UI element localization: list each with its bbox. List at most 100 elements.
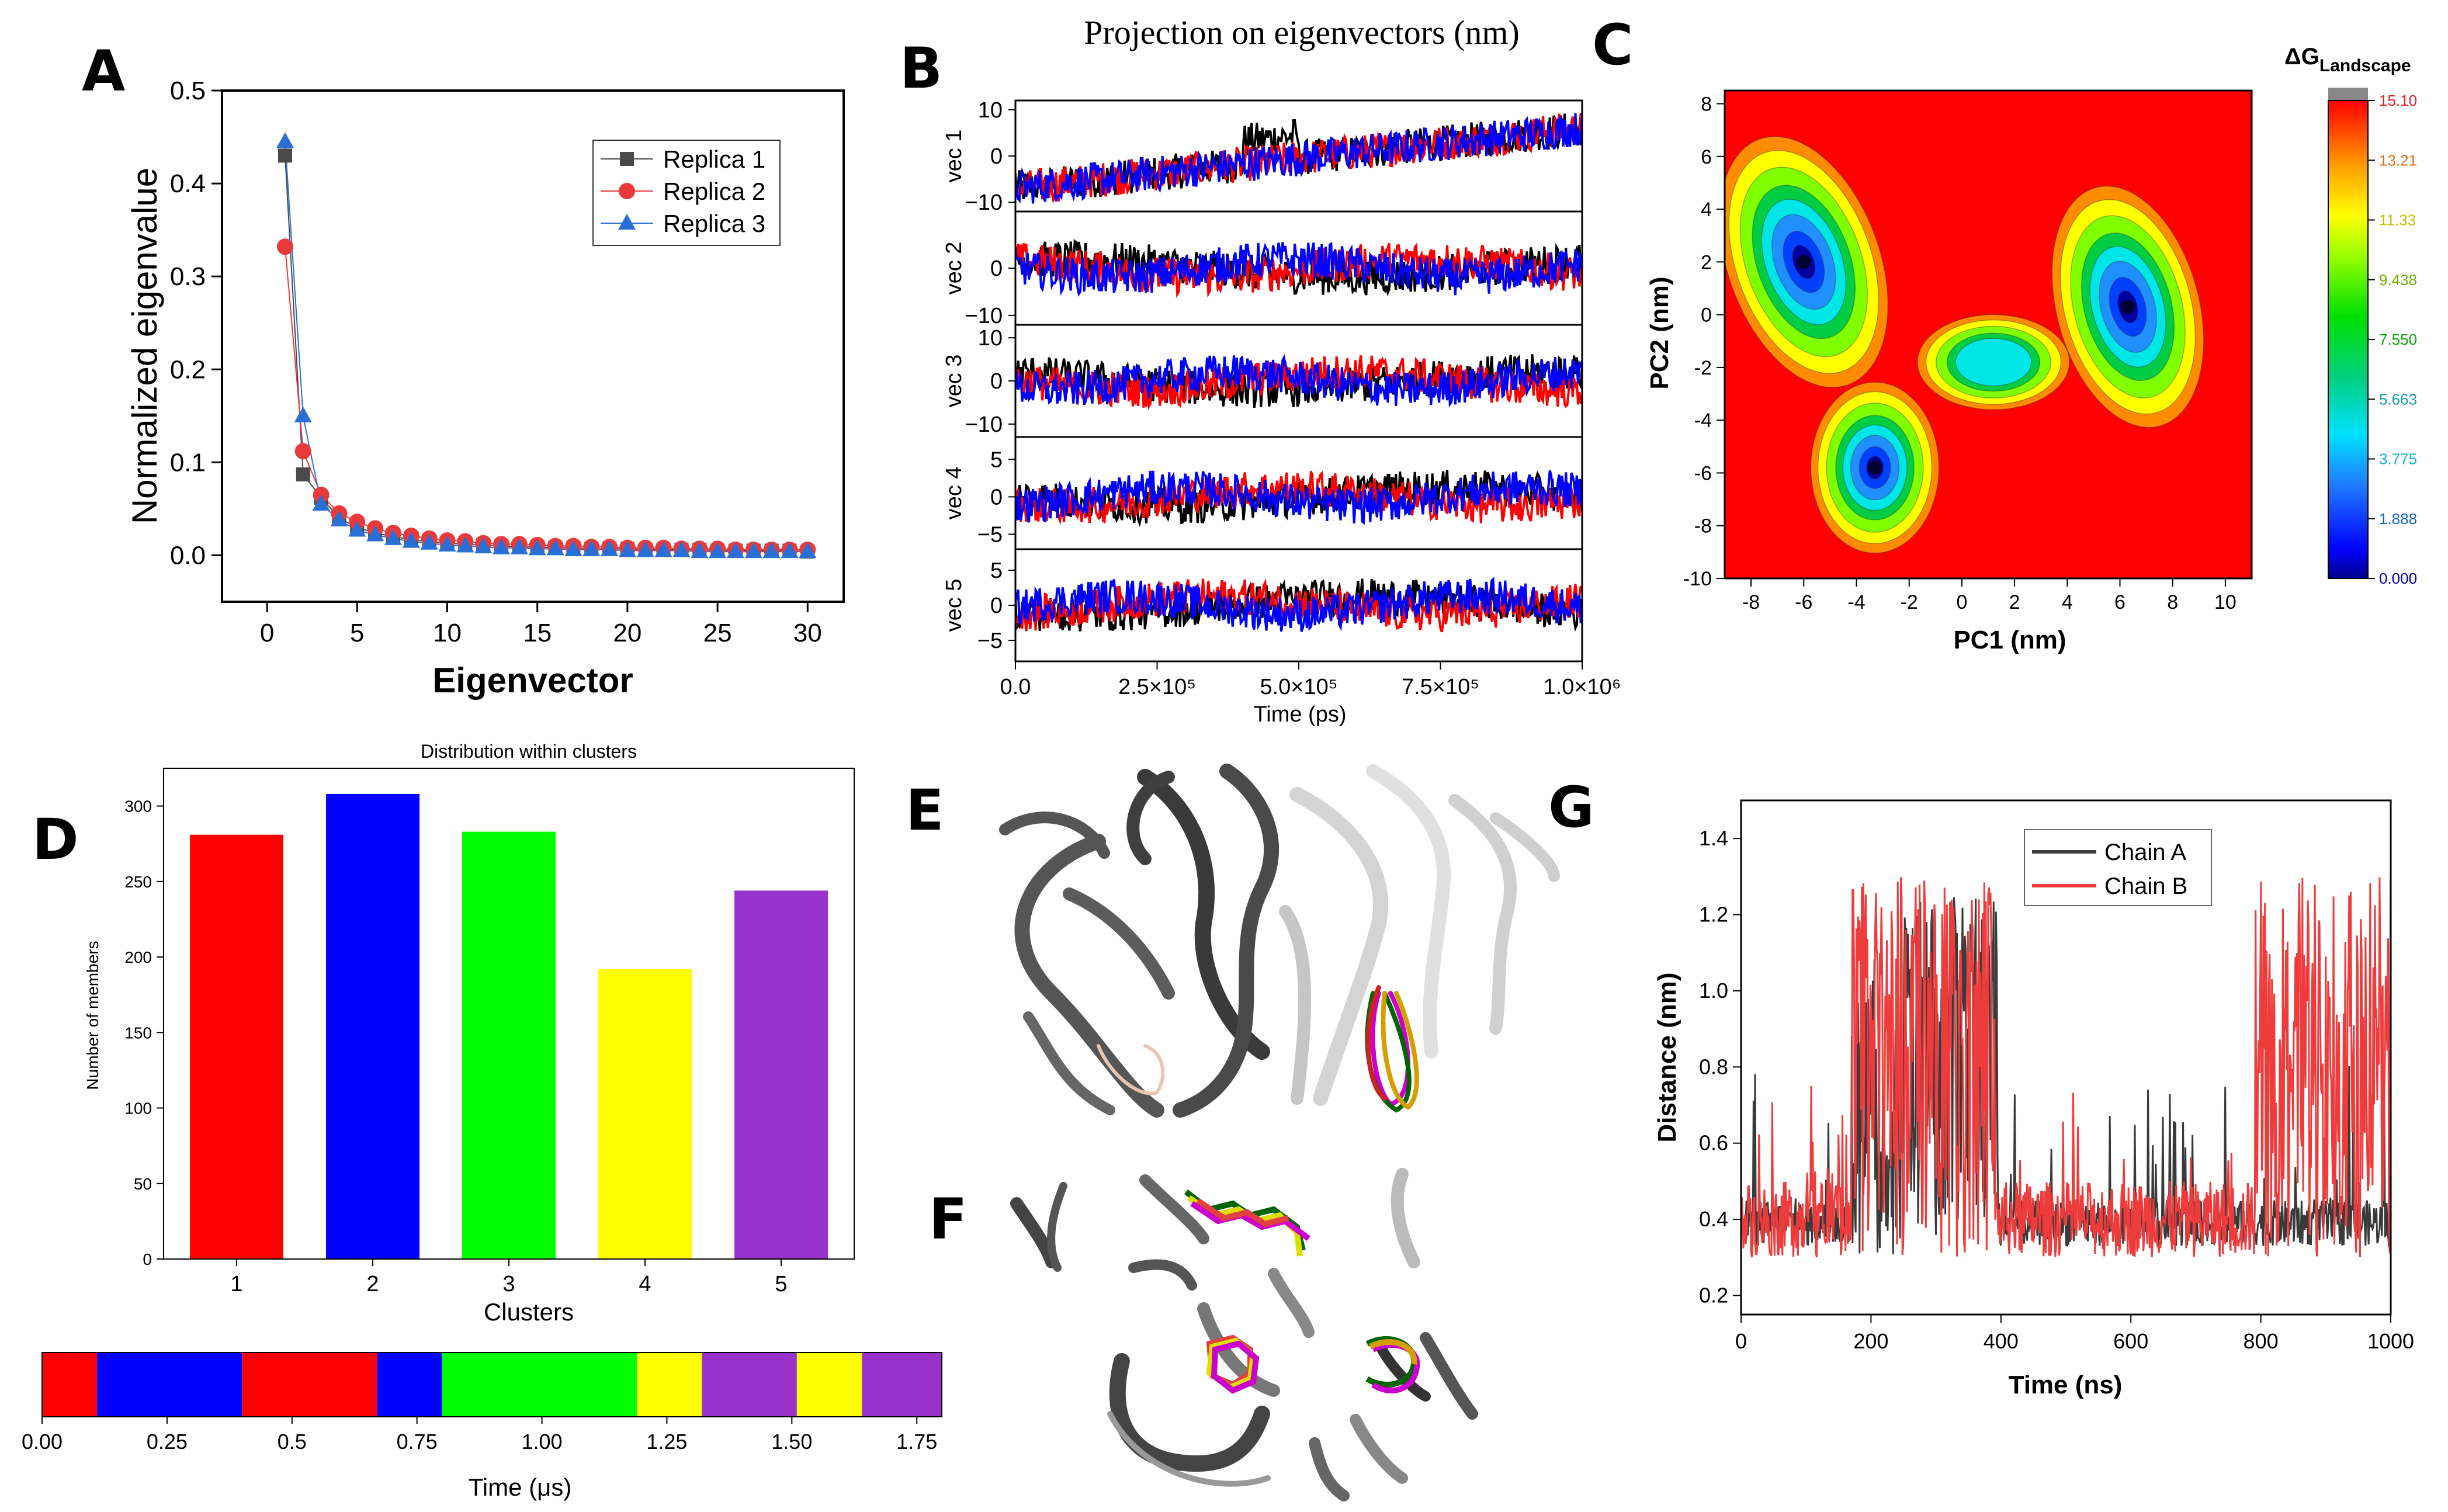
- eigenvalue-chart: 0 5 10 15 20 25 30 0.0 0.1 0.2 0.3 0.4 0.5 Replica 1…: [125, 77, 845, 700]
- chart-b-xtick-label: 2.5×10⁵: [1118, 675, 1196, 699]
- chart-a-point: [781, 542, 799, 559]
- chart-c-ytick-label: 0: [1701, 304, 1712, 327]
- time-strip-tick-label: 1.00: [522, 1430, 563, 1454]
- chart-a-ytick-label: 0.1: [170, 448, 206, 477]
- chart-a-ytick-label: 0.3: [170, 262, 206, 291]
- chart-a-point: [601, 540, 619, 556]
- chart-a-point: [709, 542, 727, 559]
- chart-a-ytick-label: 0.5: [170, 77, 206, 105]
- chart-a-frame: [221, 89, 845, 603]
- chart-b-xlabel: Time (ps): [1253, 702, 1346, 727]
- cluster-bar: [734, 890, 828, 1259]
- colorbar-tick-label: 5.663: [2379, 390, 2417, 408]
- chart-a-xtick-label: 5: [350, 619, 364, 647]
- energy-minimum: [2121, 300, 2135, 314]
- chart-b-row-label: vec 2: [942, 242, 966, 295]
- chart-a-ytick-label: 0.2: [170, 355, 206, 384]
- chart-b-ytick-label: 5: [990, 559, 1003, 583]
- chart-a-point: [762, 542, 781, 559]
- chart-c-ylabel: PC2 (nm): [1645, 276, 1674, 389]
- cluster-bar: [462, 831, 556, 1259]
- chart-a-point: [348, 521, 366, 537]
- chart-g-xtick-label: 600: [2113, 1329, 2148, 1353]
- chart-d-xtick-label: 3: [502, 1272, 515, 1296]
- chart-c-ytick-label: 4: [1701, 199, 1712, 221]
- colorbar-tick-label: 7.550: [2379, 331, 2417, 348]
- time-strip-tick-label: 1.75: [896, 1430, 937, 1454]
- chart-a-xtick-label: 20: [613, 619, 642, 647]
- chart-a-point: [294, 406, 312, 422]
- time-strip-tick-label: 0.00: [22, 1430, 63, 1454]
- chart-a-legend: Replica 1 Replica 2 Replica 3: [592, 140, 781, 246]
- ligand-binding-site-image: [1010, 1168, 1478, 1501]
- cluster-distribution-chart: Distribution within clusters 1 2 3 4 5050100…: [22, 741, 942, 1501]
- time-strip-segment: [702, 1353, 797, 1417]
- colorbar-title: ΔGLandscape: [2284, 44, 2411, 75]
- chart-a-point: [654, 541, 672, 557]
- panel-label-e: E: [906, 778, 944, 843]
- chart-g-ytick-label: 0.8: [1699, 1055, 1728, 1078]
- chart-b-trace: [1015, 242, 1582, 297]
- chart-c-xtick-label: 4: [2062, 591, 2073, 613]
- panel-label-c: C: [1592, 12, 1633, 78]
- chart-a-point: [564, 540, 582, 556]
- chart-g-xtick-label: 400: [1984, 1329, 2019, 1353]
- time-strip-segment: [377, 1353, 442, 1417]
- colorbar-tick-label: 0.000: [2379, 570, 2417, 587]
- chart-a-point: [402, 532, 420, 548]
- chart-b-ytick-label: 0: [990, 256, 1003, 281]
- chart-a-point: [312, 494, 330, 511]
- time-strip-segment: [97, 1353, 242, 1417]
- chart-c-xtick-label: -6: [1795, 591, 1812, 613]
- cluster-bar: [598, 969, 692, 1259]
- chart-c-ytick-label: 6: [1701, 146, 1712, 168]
- chart-b-ytick-label: 10: [978, 326, 1003, 351]
- chart-c-ytick-label: -8: [1694, 515, 1712, 537]
- chart-d-ytick-label: 100: [124, 1100, 152, 1118]
- chart-b-ytick-label: 0: [990, 594, 1003, 618]
- chart-d-ytick-label: 50: [134, 1175, 152, 1193]
- chart-a-legend-label: Replica 1: [663, 145, 765, 173]
- chart-a-point: [582, 540, 601, 556]
- chart-a-point: [510, 538, 528, 554]
- chart-d-title: Distribution within clusters: [421, 741, 637, 762]
- panel-label-a: A: [82, 39, 125, 104]
- chart-a-legend-label: Replica 2: [663, 178, 765, 205]
- chart-b-xtick-label: 1.0×10⁶: [1544, 675, 1621, 699]
- time-strip-segment: [242, 1353, 377, 1417]
- chart-a-point: [493, 538, 511, 554]
- chart-c-ytick-label: -2: [1694, 357, 1712, 379]
- chart-g-xlabel: Time (ns): [2009, 1371, 2123, 1399]
- chart-b-row-traces: [1015, 353, 1582, 411]
- chart-d-xtick-label: 2: [366, 1272, 379, 1296]
- chart-c-ytick-label: -4: [1694, 410, 1712, 432]
- colorbar-tick-label: 13.21: [2379, 151, 2417, 169]
- panel-label-g: G: [1548, 775, 1594, 840]
- chart-a-xtick-label: 15: [523, 619, 552, 647]
- chart-b-xtick-label: 0.0: [1000, 675, 1031, 699]
- chart-g-trace: [1741, 877, 2391, 1258]
- legend-marker: [618, 214, 636, 230]
- cluster-bar: [326, 793, 419, 1259]
- chart-a-point: [546, 539, 564, 556]
- chart-c-xtick-label: 10: [2214, 591, 2237, 613]
- colorbar: [2328, 100, 2369, 579]
- colorbar-cap: [2328, 88, 2368, 100]
- free-energy-landscape: -8 -6 -4 -2 0 2 4 6 8 10 8 6 4 2 0 -2 -4 -6 -8 -10 PC1 (nm)…: [1645, 44, 2417, 654]
- chart-b-row-label: vec 1: [942, 130, 966, 183]
- chart-a-point: [744, 542, 762, 559]
- chart-b-row-label: vec 3: [942, 355, 966, 408]
- chart-b-ytick-label: −10: [965, 304, 1003, 328]
- chart-c-xtick-label: -8: [1742, 591, 1760, 613]
- colorbar-tick-label: 11.33: [2379, 211, 2416, 229]
- chart-g-ytick-label: 1.0: [1699, 979, 1728, 1003]
- chart-a-point: [276, 238, 293, 255]
- chart-a-point: [691, 542, 709, 559]
- chart-b-ytick-label: −10: [965, 190, 1003, 215]
- energy-contour: [1955, 338, 2032, 387]
- chart-a-point: [799, 542, 817, 559]
- chart-c-xtick-label: 6: [2114, 591, 2125, 613]
- chart-b-trace: [1015, 470, 1582, 525]
- chart-b-row-label: vec 5: [942, 579, 966, 632]
- panel-label-d: D: [32, 807, 79, 872]
